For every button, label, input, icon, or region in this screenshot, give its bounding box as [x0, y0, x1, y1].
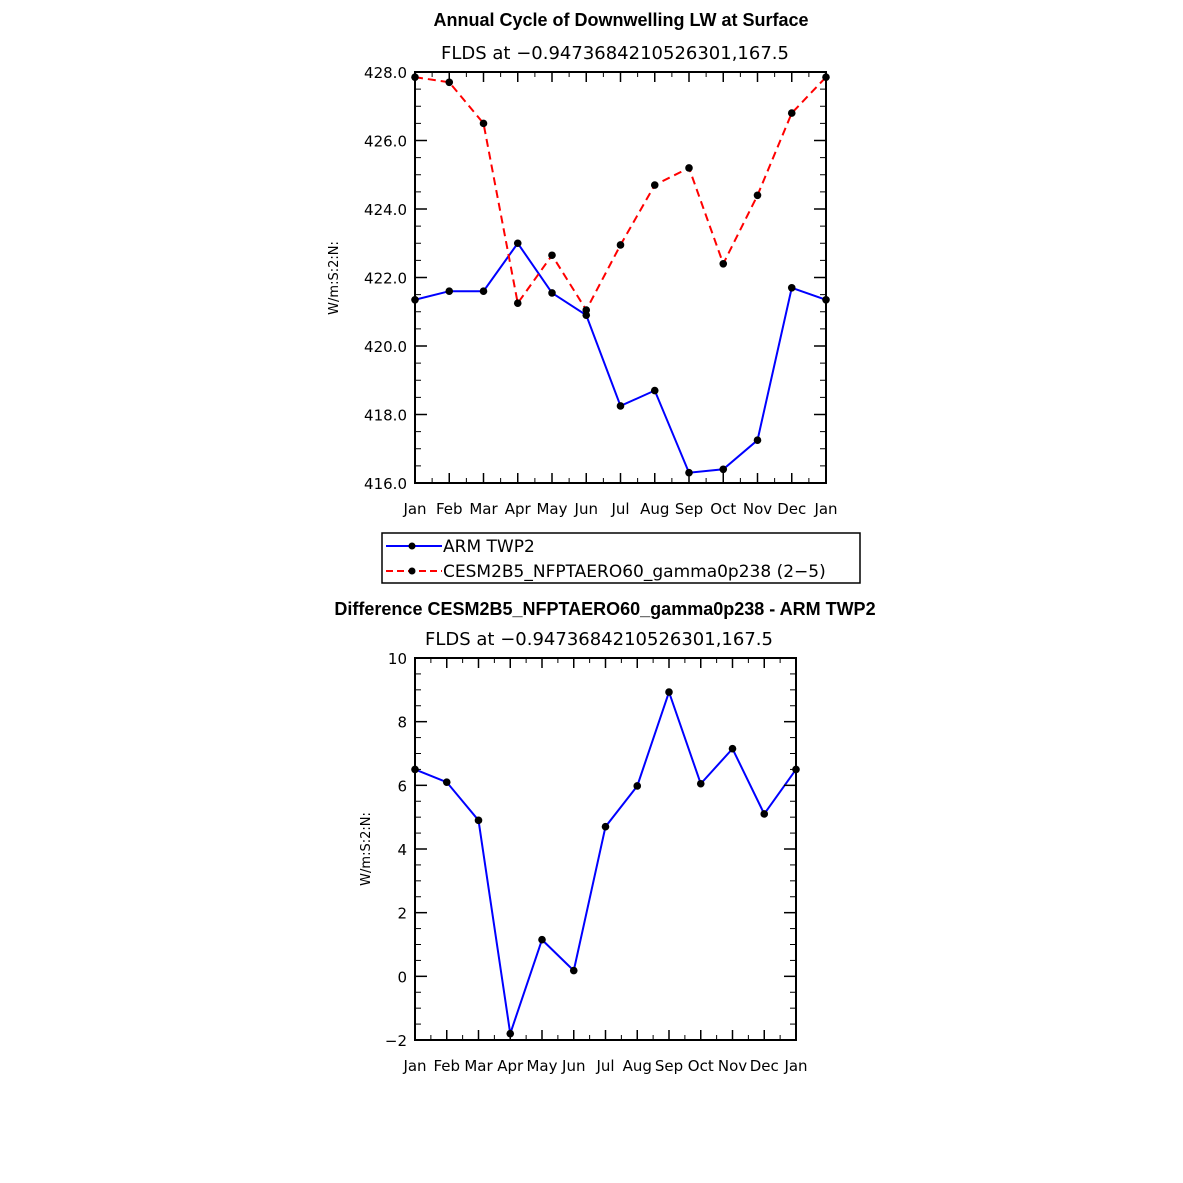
chart2-subtitle: FLDS at −0.9473684210526301,167.5	[425, 629, 773, 650]
data-point	[665, 688, 673, 696]
series-line-0	[414, 241, 827, 474]
data-point	[685, 468, 693, 477]
data-point	[445, 78, 454, 87]
x-tick-label: Jan	[402, 1057, 426, 1075]
x-tick-label: May	[526, 1057, 557, 1075]
data-point	[696, 779, 705, 788]
x-tick-label: Jun	[561, 1057, 585, 1075]
chart2-title: Difference CESM2B5_NFPTAERO60_gamma0p238…	[334, 599, 875, 619]
y-tick-label: 416.0	[364, 475, 407, 493]
chart2-y-axis-label: W/m:S:2:N:	[359, 812, 374, 886]
data-point	[685, 164, 693, 172]
x-tick-label: Nov	[743, 500, 772, 518]
y-tick-label: 0	[397, 968, 407, 986]
data-point	[787, 109, 796, 117]
data-point	[548, 289, 556, 297]
chart1-plot-frame	[414, 71, 827, 484]
chart1-y-axis-label: W/m:S:2:N:	[327, 241, 342, 315]
legend-label-cesm: CESM2B5_NFPTAERO60_gamma0p238 (2−5)	[443, 562, 826, 582]
legend-marker-cesm	[408, 567, 416, 575]
x-tick-label: Dec	[777, 500, 806, 518]
annual-cycle-chart: Annual Cycle of Downwelling LW at Surfac…	[327, 10, 838, 518]
x-tick-label: Aug	[640, 500, 669, 518]
data-point	[538, 935, 546, 944]
x-tick-label: May	[536, 500, 567, 518]
x-tick-label: Jan	[813, 500, 837, 518]
chart1-subtitle: FLDS at −0.9473684210526301,167.5	[441, 43, 789, 64]
x-tick-label: Apr	[505, 500, 532, 518]
data-point	[582, 306, 591, 314]
series-line-1	[414, 76, 827, 313]
data-point	[569, 966, 578, 975]
y-tick-label: 10	[388, 650, 407, 668]
data-point	[445, 287, 454, 296]
data-point	[753, 191, 762, 200]
data-point	[616, 402, 625, 410]
legend: ARM TWP2 CESM2B5_NFPTAERO60_gamma0p238 (…	[381, 532, 861, 584]
difference-chart: Difference CESM2B5_NFPTAERO60_gamma0p238…	[334, 599, 875, 1075]
x-tick-label: Jan	[402, 500, 426, 518]
x-tick-label: Jul	[610, 500, 629, 518]
x-tick-label: Aug	[623, 1057, 652, 1075]
data-point	[787, 283, 796, 292]
x-tick-label: Jan	[783, 1057, 807, 1075]
y-tick-label: 418.0	[364, 407, 407, 425]
y-tick-label: 4	[397, 841, 407, 859]
data-point	[513, 239, 522, 248]
data-point	[633, 782, 642, 790]
x-tick-label: Mar	[464, 1057, 493, 1075]
y-tick-label: 420.0	[364, 338, 407, 356]
data-point	[753, 436, 762, 444]
y-tick-label: 424.0	[364, 201, 407, 219]
data-point	[548, 251, 556, 260]
chart2-plot-frame	[414, 657, 797, 1041]
y-tick-label: 426.0	[364, 133, 407, 151]
x-tick-label: Jul	[595, 1057, 614, 1075]
data-point	[479, 119, 488, 128]
legend-marker-arm	[408, 542, 416, 550]
data-point	[719, 260, 728, 268]
data-point	[474, 816, 483, 825]
x-tick-label: Feb	[433, 1057, 460, 1075]
data-point	[650, 386, 659, 395]
x-tick-label: Dec	[750, 1057, 779, 1075]
y-tick-label: −2	[385, 1032, 407, 1050]
y-tick-label: 422.0	[364, 270, 407, 288]
x-tick-label: Feb	[436, 500, 463, 518]
x-tick-label: Sep	[655, 1057, 683, 1075]
data-point	[601, 822, 610, 831]
x-tick-label: Nov	[718, 1057, 747, 1075]
legend-label-arm: ARM TWP2	[443, 537, 535, 557]
data-point	[442, 778, 451, 786]
data-point	[728, 744, 737, 753]
y-tick-label: 8	[397, 714, 407, 732]
y-tick-label: 428.0	[364, 64, 407, 82]
x-tick-label: Oct	[688, 1057, 714, 1075]
data-point	[650, 181, 659, 189]
series-line-0	[414, 688, 797, 1034]
y-tick-label: 2	[397, 905, 407, 923]
data-point	[760, 810, 769, 818]
data-point	[513, 299, 522, 307]
data-point	[616, 241, 625, 249]
x-tick-label: Apr	[497, 1057, 524, 1075]
x-tick-label: Oct	[710, 500, 736, 518]
x-tick-label: Jun	[574, 500, 598, 518]
data-point	[479, 287, 488, 296]
x-tick-label: Mar	[469, 500, 498, 518]
x-tick-label: Sep	[675, 500, 703, 518]
data-point	[719, 465, 728, 474]
legend-box	[381, 532, 861, 584]
chart1-title: Annual Cycle of Downwelling LW at Surfac…	[433, 10, 808, 30]
y-tick-label: 6	[397, 777, 407, 795]
